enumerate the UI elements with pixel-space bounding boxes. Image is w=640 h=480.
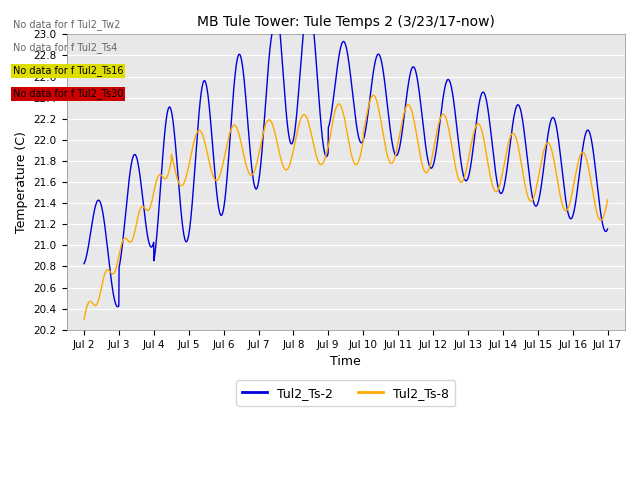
Text: No data for f Tul2_Ts4: No data for f Tul2_Ts4	[13, 42, 117, 53]
Y-axis label: Temperature (C): Temperature (C)	[15, 131, 28, 233]
Text: No data for f Tul2_Tw2: No data for f Tul2_Tw2	[13, 19, 120, 30]
X-axis label: Time: Time	[330, 355, 361, 368]
Title: MB Tule Tower: Tule Temps 2 (3/23/17-now): MB Tule Tower: Tule Temps 2 (3/23/17-now…	[197, 15, 495, 29]
Text: No data for f Tul2_Ts16: No data for f Tul2_Ts16	[13, 65, 124, 76]
Text: No data for f Tul2_Ts30: No data for f Tul2_Ts30	[13, 88, 124, 99]
Legend: Tul2_Ts-2, Tul2_Ts-8: Tul2_Ts-2, Tul2_Ts-8	[236, 380, 456, 406]
